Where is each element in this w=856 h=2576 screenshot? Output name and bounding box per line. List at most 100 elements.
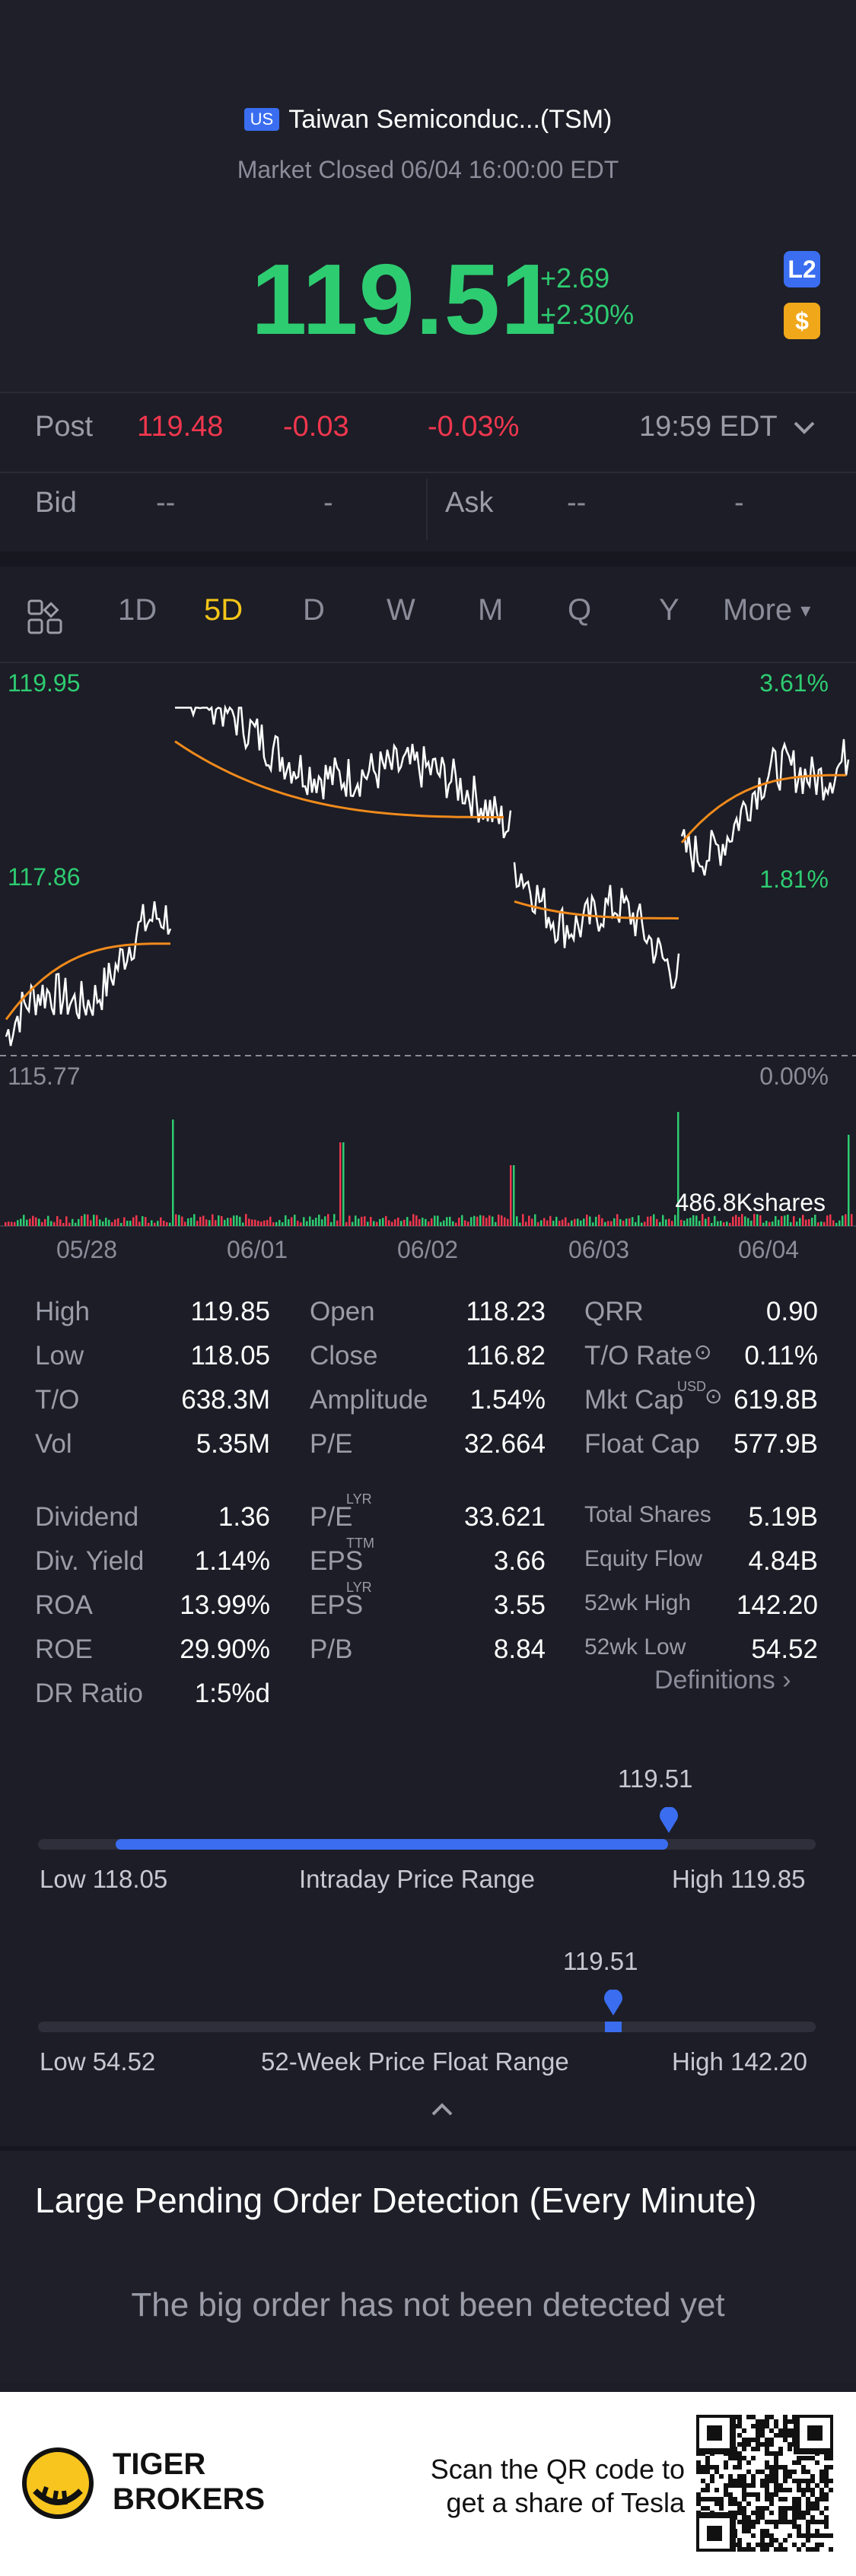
volume-bar bbox=[440, 1221, 442, 1226]
volume-bar bbox=[638, 1215, 640, 1226]
volume-bar bbox=[224, 1219, 226, 1226]
stat-value: 1.14% bbox=[194, 1546, 270, 1576]
volume-bar bbox=[802, 1215, 804, 1226]
volume-bar bbox=[348, 1215, 351, 1226]
stat-value: 116.82 bbox=[466, 1341, 546, 1371]
volume-bar bbox=[726, 1221, 728, 1226]
tab-y[interactable]: Y bbox=[659, 593, 679, 627]
volume-bar bbox=[251, 1219, 253, 1226]
volume-bar bbox=[50, 1221, 53, 1226]
date-label: 06/04 bbox=[738, 1236, 800, 1263]
volume-bar bbox=[169, 1222, 171, 1226]
volume-bar bbox=[297, 1221, 299, 1226]
chevron-up-icon[interactable] bbox=[431, 2102, 453, 2117]
tab-1d[interactable]: 1D bbox=[118, 593, 158, 627]
price-change: +2.69 bbox=[540, 262, 610, 294]
tab-q[interactable]: Q bbox=[568, 593, 592, 627]
volume-bar bbox=[552, 1221, 555, 1226]
volume-bar bbox=[577, 1218, 579, 1226]
volume-bar bbox=[342, 1142, 345, 1226]
volume-bar bbox=[129, 1221, 132, 1226]
volume-bar bbox=[851, 1214, 853, 1226]
volume-bar bbox=[65, 1216, 68, 1226]
tab-d[interactable]: D bbox=[303, 593, 325, 627]
volume-bar bbox=[574, 1218, 576, 1226]
volume-bar bbox=[90, 1220, 92, 1226]
promo-footer[interactable]: TIGER BROKERS Scan the QR code to get a … bbox=[0, 2392, 856, 2576]
price-chart[interactable]: 119.95 117.86 115.77 3.61% 1.81% 0.00% 4… bbox=[0, 662, 856, 1240]
stat-value: 0.90 bbox=[765, 1297, 818, 1326]
level2-icon[interactable]: L2 bbox=[784, 251, 820, 287]
post-market-row[interactable]: Post 119.48 -0.03 -0.03% 19:59 EDT bbox=[0, 411, 856, 456]
info-icon[interactable]: ⊙ bbox=[694, 1340, 712, 1364]
date-label: 06/01 bbox=[227, 1236, 288, 1263]
volume-bar bbox=[759, 1215, 762, 1226]
info-icon[interactable]: ⊙ bbox=[705, 1384, 723, 1408]
volume-bar bbox=[400, 1221, 403, 1226]
volume-bar bbox=[677, 1112, 679, 1226]
volume-bar bbox=[513, 1165, 515, 1226]
volume-bar bbox=[75, 1222, 77, 1226]
volume-bar bbox=[212, 1214, 214, 1226]
volume-bar bbox=[44, 1218, 46, 1226]
layout-grid-icon[interactable] bbox=[27, 599, 62, 634]
tab-m[interactable]: M bbox=[478, 593, 504, 627]
volume-bar bbox=[790, 1221, 792, 1226]
brand-line2: BROKERS bbox=[113, 2482, 266, 2516]
volume-bar bbox=[549, 1215, 552, 1226]
stock-title[interactable]: US Taiwan Semiconduc...(TSM) bbox=[0, 105, 856, 135]
volume-bar bbox=[190, 1218, 193, 1226]
volume-bar bbox=[571, 1220, 573, 1226]
ask-price: -- bbox=[567, 487, 587, 519]
location-pin-icon bbox=[660, 1807, 678, 1833]
volume-bar bbox=[11, 1221, 13, 1226]
volume-bar bbox=[534, 1214, 536, 1226]
volume-bar bbox=[41, 1221, 43, 1226]
volume-bar bbox=[458, 1218, 460, 1226]
volume-bar bbox=[5, 1222, 7, 1226]
volume-bar bbox=[181, 1216, 183, 1226]
chevron-down-icon[interactable] bbox=[793, 420, 816, 435]
volume-bar bbox=[300, 1222, 302, 1226]
volume-bar bbox=[744, 1216, 746, 1226]
pending-message: The big order has not been detected yet bbox=[131, 2286, 725, 2323]
post-time: 19:59 EDT bbox=[639, 411, 778, 443]
stat-label: EPS bbox=[310, 1546, 364, 1576]
volume-bar bbox=[689, 1218, 692, 1226]
tab-more[interactable]: More ▾ bbox=[723, 593, 810, 627]
volume-bar bbox=[269, 1216, 272, 1226]
volume-bar bbox=[406, 1217, 409, 1226]
volume-bar bbox=[282, 1222, 284, 1226]
volume-bar bbox=[382, 1218, 384, 1226]
volume-bar bbox=[306, 1221, 308, 1226]
price-series-line bbox=[5, 901, 172, 1047]
volume-bar bbox=[765, 1221, 768, 1226]
stat-label: 52wk High bbox=[584, 1590, 692, 1615]
volume-bar bbox=[108, 1219, 110, 1226]
currency-icon[interactable]: $ bbox=[784, 303, 820, 339]
definitions-link[interactable]: Definitions › bbox=[654, 1666, 791, 1695]
volume-bar bbox=[370, 1216, 372, 1226]
tab-w[interactable]: W bbox=[387, 593, 415, 627]
intraday-high: High 119.85 bbox=[672, 1865, 806, 1893]
volume-bar bbox=[32, 1215, 34, 1226]
stat-value: 32.664 bbox=[463, 1429, 546, 1459]
volume-bar bbox=[35, 1217, 37, 1226]
volume-bar bbox=[832, 1220, 835, 1226]
volume-bar bbox=[56, 1215, 59, 1226]
volume-bar bbox=[132, 1217, 135, 1226]
volume-bar bbox=[711, 1222, 713, 1226]
stat-superscript: USD bbox=[677, 1379, 707, 1394]
volume-bar bbox=[525, 1221, 527, 1226]
volume-bar bbox=[568, 1222, 570, 1226]
volume-bar bbox=[163, 1220, 165, 1226]
volume-bar bbox=[650, 1216, 652, 1226]
volume-bar bbox=[702, 1214, 704, 1226]
date-label: 06/02 bbox=[397, 1236, 459, 1263]
volume-bar bbox=[695, 1215, 698, 1226]
divider bbox=[0, 392, 856, 393]
week52-low: Low 54.52 bbox=[40, 2047, 156, 2076]
volume-bar bbox=[62, 1222, 65, 1226]
volume-bar bbox=[84, 1214, 86, 1226]
tab-5d[interactable]: 5D bbox=[204, 593, 243, 627]
